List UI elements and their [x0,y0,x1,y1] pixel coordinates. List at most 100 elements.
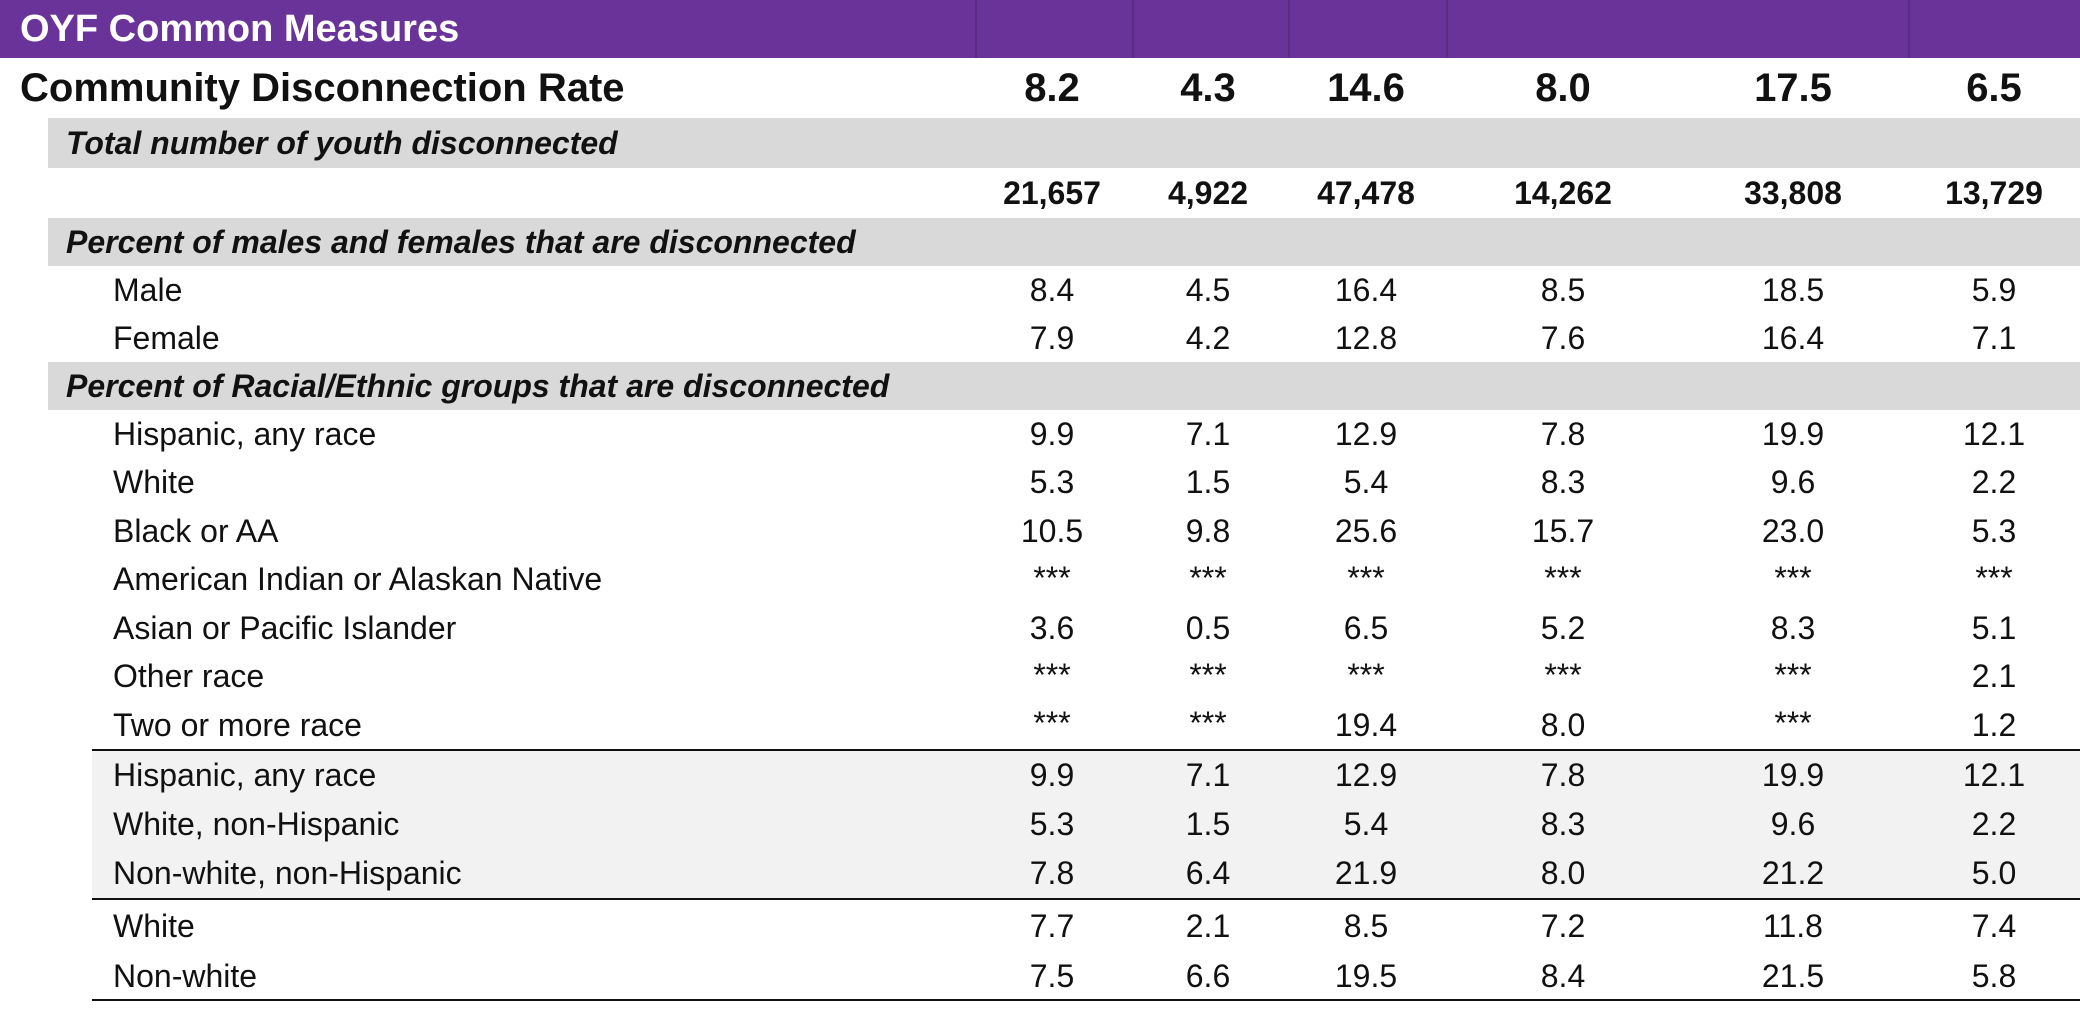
total-youth-cell: 47,478 [1317,174,1415,211]
row-value-cell: 16.4 [1761,319,1825,356]
disconnection-rate-cell: 4.3 [1180,65,1236,110]
table-row: American Indian or Alaskan Native *** *** *… [0,556,2080,604]
row-value-cell: 12.1 [1962,415,2026,452]
table-row: White, non-Hispanic 5.3 1.5 5.4 8.3 9.6 2.2 [0,800,2080,849]
row-label: American Indian or Alaskan Native [113,561,603,597]
row-value-cell: 25.6 [1334,512,1398,549]
row-value-cell: 7.1 [1185,757,1231,793]
row-value-cell: 11.8 [1763,907,1823,944]
row-value-cell: 7.8 [1029,855,1075,891]
gender-section-header: Percent of males and females that are di… [0,218,2080,266]
table-row: White 5.3 1.5 5.4 8.3 9.6 2.2 [0,459,2080,507]
table-row: Non-white, non-Hispanic 7.8 6.4 21.9 8.0 21.2… [0,849,2080,898]
row-label: Female [113,319,220,356]
table-row: Black or AA 10.5 9.8 25.6 15.7 23.0 5.3 [0,507,2080,555]
row-value-cell: 12.8 [1334,319,1398,356]
row-value-cell: 7.2 [1540,907,1586,944]
row-value-cell: 8.5 [1540,271,1586,308]
row-label: Black or AA [113,512,279,549]
race-section-title: Percent of Racial/Ethnic groups that are… [66,367,890,404]
disconnection-rate-label: Community Disconnection Rate [20,65,625,110]
total-section-header: Total number of youth disconnected [0,118,2080,168]
section-header-band [48,218,2080,266]
row-value-cell: 0.5 [1185,609,1231,646]
row-value-cell: 9.9 [1029,415,1075,452]
row-value-cell: 9.9 [1029,757,1075,793]
section-header-band [48,362,2080,410]
banner-column-divider [1446,0,1448,58]
row-value-cell: 4.2 [1185,319,1231,356]
row-value-cell: *** [1774,705,1812,741]
row-value-cell: 8.3 [1540,806,1586,842]
row-value-cell: 8.3 [1540,464,1586,500]
disconnection-rate-cell: 8.2 [1024,65,1080,110]
disconnection-rate-cell: 6.5 [1966,65,2022,110]
row-value-cell: 7.5 [1029,957,1075,994]
row-label: White [113,464,195,500]
table-row: Female 7.9 4.2 12.8 7.6 16.4 7.1 [0,314,2080,362]
row-value-cell: *** [1544,559,1582,596]
row-value-cell: *** [1544,656,1582,693]
row-value-cell: 15.7 [1531,512,1595,549]
row-value-cell: 8.5 [1343,907,1389,944]
row-value-cell: 18.5 [1761,271,1825,308]
row-value-cell: 7.1 [1971,319,2017,356]
row-value-cell: 5.4 [1343,806,1389,842]
total-youth-cell: 4,922 [1167,174,1249,211]
title-banner: OYF Common Measures [0,0,2080,58]
table-row: Hispanic, any race 9.9 7.1 12.9 7.8 19.9 12.1 [0,751,2080,800]
row-value-cell: 2.2 [1971,806,2017,842]
row-value-cell: 21.2 [1761,855,1825,891]
row-value-cell: 2.1 [1971,658,2017,694]
row-value-cell: 19.9 [1761,415,1825,452]
row-label: Asian or Pacific Islander [113,609,457,646]
row-value-cell: 9.6 [1770,464,1816,500]
banner-column-divider [1288,0,1290,58]
row-value-cell: 10.5 [1020,512,1084,549]
race-section-header: Percent of Racial/Ethnic groups that are… [0,362,2080,410]
row-value-cell: 7.4 [1971,907,2017,944]
row-value-cell: 8.0 [1540,706,1586,743]
row-value-cell: 1.5 [1185,806,1231,842]
row-value-cell: 12.9 [1334,757,1398,793]
total-youth-cell: 13,729 [1945,174,2043,211]
row-value-cell: *** [1774,559,1812,596]
row-label: White [113,907,195,944]
row-value-cell: 19.9 [1761,757,1825,793]
table-row: Two or more race *** *** 19.4 8.0 *** 1.2 [0,701,2080,749]
disconnection-rate-cell: 17.5 [1754,65,1832,110]
row-value-cell: 6.6 [1185,957,1231,994]
row-value-cell: 7.9 [1029,319,1075,356]
group-divider [92,749,2080,751]
row-label: Non-white, non-Hispanic [113,855,462,891]
disconnection-rate-cell: 14.6 [1327,65,1405,110]
row-value-cell: *** [1033,559,1071,596]
row-value-cell: 12.1 [1962,757,2026,793]
table-row: White 7.7 2.1 8.5 7.2 11.8 7.4 [0,901,2080,951]
row-label: Hispanic, any race [113,757,377,793]
table-row: Asian or Pacific Islander 3.6 0.5 6.5 5.2 8.3… [0,604,2080,652]
disconnection-rate-cell: 8.0 [1535,65,1591,110]
row-value-cell: 5.4 [1343,464,1389,500]
row-label: White, non-Hispanic [113,806,400,842]
row-value-cell: 5.9 [1971,271,2017,308]
row-value-cell: 7.7 [1029,907,1075,944]
table-row: Non-white 7.5 6.6 19.5 8.4 21.5 5.8 [0,951,2080,1001]
row-shading [92,751,2080,800]
row-value-cell: 1.5 [1185,464,1231,500]
row-value-cell: 1.2 [1971,706,2017,743]
total-youth-cell: 21,657 [1003,174,1101,211]
table-row: Other race *** *** *** *** *** 2.1 [0,653,2080,701]
row-value-cell: 5.1 [1971,609,2017,646]
row-value-cell: 5.0 [1971,855,2017,891]
row-value-cell: 2.2 [1971,464,2017,500]
row-value-cell: 9.8 [1185,512,1231,549]
gender-section-title: Percent of males and females that are di… [66,223,856,260]
row-value-cell: 3.6 [1029,609,1075,646]
row-label: Two or more race [113,706,362,743]
row-value-cell: 8.3 [1770,609,1816,646]
row-value-cell: *** [1189,559,1227,596]
row-value-cell: 19.5 [1334,957,1398,994]
row-value-cell: *** [1774,656,1812,693]
